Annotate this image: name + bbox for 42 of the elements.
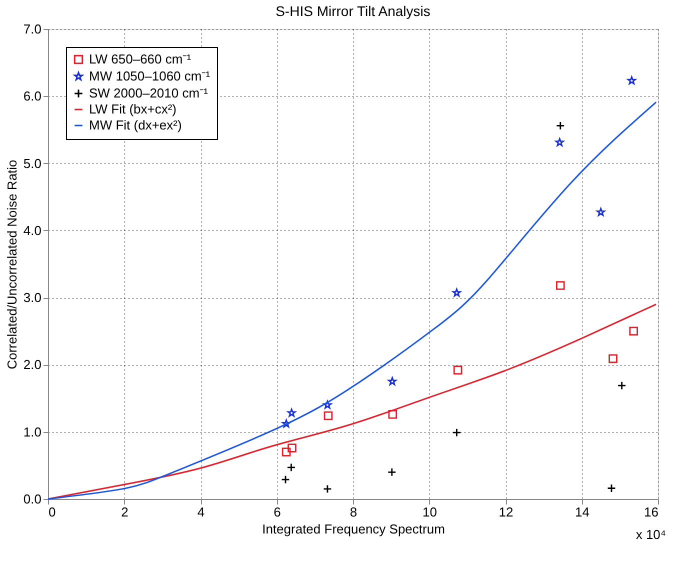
x-tick-label: 2 — [121, 504, 128, 520]
point — [281, 475, 290, 484]
point — [452, 428, 462, 437]
legend-label: MW Fit (dx+ex²) — [89, 118, 182, 132]
y-tick-label: 6.0 — [23, 88, 42, 104]
point — [556, 281, 565, 290]
y-tick-label: 1.0 — [23, 424, 42, 440]
point — [388, 410, 398, 419]
legend-label: MW 1050–1060 cm⁻¹ — [89, 68, 211, 84]
x-tick-label: 12 — [498, 504, 514, 520]
x-tick-label: 0 — [48, 504, 56, 520]
point — [608, 354, 618, 364]
x-tick-label: 10 — [422, 504, 437, 520]
point — [453, 366, 462, 374]
y-axis-title: Correlated/Uncorrelated Noise Ratio — [4, 160, 20, 370]
chart-title: S-HIS Mirror Tilt Analysis — [276, 3, 430, 19]
x-tick-label: 8 — [350, 504, 358, 520]
point — [387, 468, 396, 477]
point — [286, 463, 296, 472]
x-axis-title: Integrated Frequency Spectrum — [262, 522, 445, 536]
y-tick-label: 7.0 — [23, 22, 42, 36]
point — [607, 484, 616, 493]
y-tick-label: 0.0 — [23, 492, 42, 506]
point — [288, 444, 296, 452]
point — [629, 326, 638, 336]
x-tick-label: 4 — [197, 504, 205, 520]
legend-label: LW 650–660 cm⁻¹ — [89, 52, 192, 66]
y-tick-label: 3.0 — [23, 290, 42, 306]
point — [556, 121, 565, 130]
legend-label: LW Fit (bx+cx²) — [89, 102, 177, 116]
x-tick-label: 6 — [274, 504, 281, 520]
point — [323, 484, 332, 494]
point — [324, 411, 333, 420]
x-tick-label: 14 — [575, 504, 590, 520]
legend-label: SW 2000–2010 cm⁻¹ — [89, 86, 209, 100]
y-tick-label: 2.0 — [23, 357, 42, 372]
point — [282, 448, 291, 456]
point — [617, 381, 626, 390]
y-tick-label: 5.0 — [23, 156, 42, 171]
text: x 10⁴ — [636, 527, 666, 542]
y-tick-label: 4.0 — [23, 222, 42, 238]
x-tick-label: 16 — [644, 504, 658, 520]
